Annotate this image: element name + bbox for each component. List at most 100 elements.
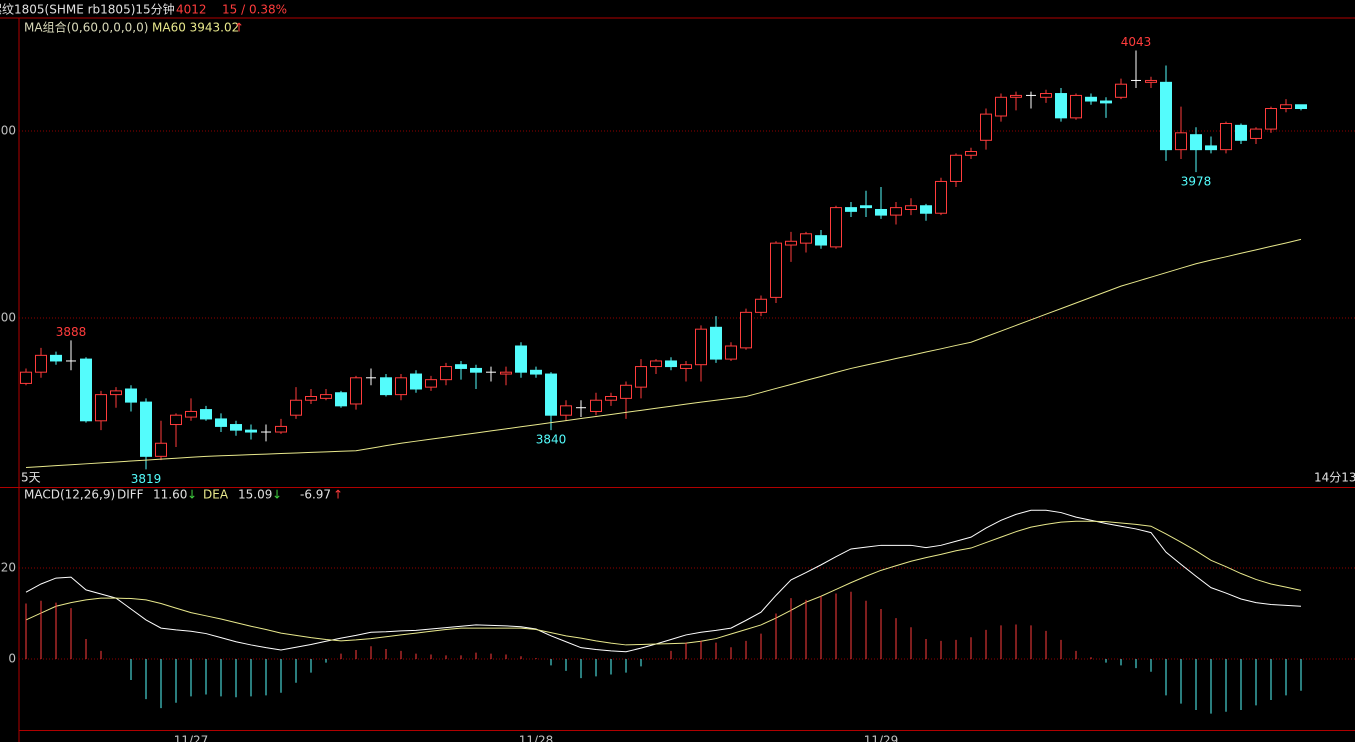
candle-body bbox=[275, 425, 287, 433]
candle-body bbox=[845, 207, 857, 212]
x-tick-label: 11/29 bbox=[864, 734, 899, 742]
extreme-label: 3840 bbox=[536, 433, 567, 447]
candle-body bbox=[635, 366, 647, 388]
candle-body bbox=[935, 180, 947, 214]
candle-body bbox=[1100, 100, 1112, 104]
candle-body bbox=[20, 371, 32, 384]
candle-body bbox=[770, 242, 782, 298]
candle-body bbox=[740, 311, 752, 349]
candle-body bbox=[350, 377, 362, 405]
candle-body bbox=[35, 354, 47, 373]
x-tick-label: 11/27 bbox=[174, 734, 209, 742]
extreme-label: 4043 bbox=[1121, 35, 1152, 49]
candle-body bbox=[230, 424, 242, 431]
diff-value: 11.60 bbox=[153, 488, 187, 502]
candle-body bbox=[500, 371, 512, 375]
candle-body bbox=[860, 205, 872, 209]
macd-value: -6.97 bbox=[300, 488, 331, 502]
extreme-label: 3978 bbox=[1181, 175, 1212, 189]
candle-body bbox=[665, 360, 677, 368]
candle-body bbox=[1160, 81, 1172, 151]
candle-body bbox=[290, 399, 302, 416]
candle-body bbox=[785, 240, 797, 246]
candle-body bbox=[1295, 104, 1307, 110]
y-tick-label: 4000 bbox=[0, 123, 16, 137]
diff-arrow: ↓ bbox=[187, 488, 197, 502]
candle-body bbox=[455, 364, 467, 369]
candle-body bbox=[1070, 94, 1082, 119]
candle-body bbox=[980, 113, 992, 141]
extreme-label: 3819 bbox=[131, 472, 162, 486]
candle-body bbox=[1205, 145, 1217, 151]
candle-body bbox=[50, 354, 62, 362]
candle-body bbox=[800, 233, 812, 244]
candle-body bbox=[680, 364, 692, 369]
price-change: 15 / 0.38% bbox=[222, 3, 287, 17]
indicator-line bbox=[25, 238, 1302, 469]
candle-body bbox=[530, 369, 542, 375]
candle-body bbox=[320, 394, 332, 399]
candle-body bbox=[470, 367, 482, 373]
chart-title: 螺纹1805(SHME rb1805)15分钟 bbox=[0, 2, 175, 17]
candle-body bbox=[380, 377, 392, 396]
candle-body bbox=[200, 409, 212, 420]
candle-body bbox=[425, 379, 437, 388]
candle-body bbox=[545, 373, 557, 416]
candle-body bbox=[815, 235, 827, 246]
candle-body bbox=[1115, 83, 1127, 98]
candle-body bbox=[1265, 108, 1277, 130]
y-tick-label: 3900 bbox=[0, 310, 16, 324]
candle-body bbox=[890, 207, 902, 216]
candle-body bbox=[185, 410, 197, 418]
candle-body bbox=[605, 395, 617, 401]
diff-name: DIFF bbox=[117, 488, 144, 502]
candle-body bbox=[1145, 79, 1157, 83]
candle-body bbox=[560, 405, 572, 416]
candle-body bbox=[410, 373, 422, 390]
dea-name: DEA bbox=[203, 488, 229, 502]
dea-arrow: ↓ bbox=[272, 488, 282, 502]
candle-body bbox=[515, 345, 527, 373]
candle-body bbox=[995, 96, 1007, 117]
y-tick-label: 20 bbox=[1, 561, 16, 575]
y-tick-label: 0 bbox=[8, 652, 16, 666]
last-price: 4012 bbox=[176, 3, 207, 17]
candle-body bbox=[1085, 96, 1097, 102]
candle-body bbox=[440, 366, 452, 381]
candle-body bbox=[80, 358, 92, 422]
time-label: 14分13 bbox=[1314, 471, 1355, 485]
candle-body bbox=[1235, 124, 1247, 141]
extreme-label: 3888 bbox=[56, 325, 87, 339]
period-label: 5天 bbox=[21, 471, 41, 485]
candle-body bbox=[1220, 122, 1232, 151]
candle-body bbox=[1040, 93, 1052, 98]
candle-body bbox=[140, 401, 152, 457]
candle-body bbox=[920, 205, 932, 214]
candle-body bbox=[125, 388, 137, 403]
indicator-label: MA组合(0,60,0,0,0,0) bbox=[24, 20, 148, 35]
candle-body bbox=[755, 298, 767, 313]
ma-label: MA60 3943.02 bbox=[152, 21, 239, 35]
candle-body bbox=[905, 205, 917, 210]
candle-body bbox=[1055, 93, 1067, 119]
candle-body bbox=[710, 326, 722, 360]
indicator-line bbox=[25, 520, 1302, 646]
candle-body bbox=[695, 328, 707, 366]
candle-body bbox=[965, 151, 977, 156]
candle-body bbox=[1010, 94, 1022, 98]
candle-body bbox=[170, 414, 182, 426]
macd-arrow: ↑ bbox=[333, 488, 343, 502]
candle-body bbox=[725, 345, 737, 360]
candle-body bbox=[1190, 134, 1202, 151]
dea-value: 15.09 bbox=[238, 488, 272, 502]
candle-body bbox=[1175, 132, 1187, 151]
ma-arrow: ↑ bbox=[234, 21, 244, 35]
candle-body bbox=[245, 429, 257, 433]
candle-body bbox=[110, 390, 122, 396]
x-tick-label: 11/28 bbox=[519, 734, 554, 742]
candle-body bbox=[395, 377, 407, 396]
candle-body bbox=[1250, 128, 1262, 139]
